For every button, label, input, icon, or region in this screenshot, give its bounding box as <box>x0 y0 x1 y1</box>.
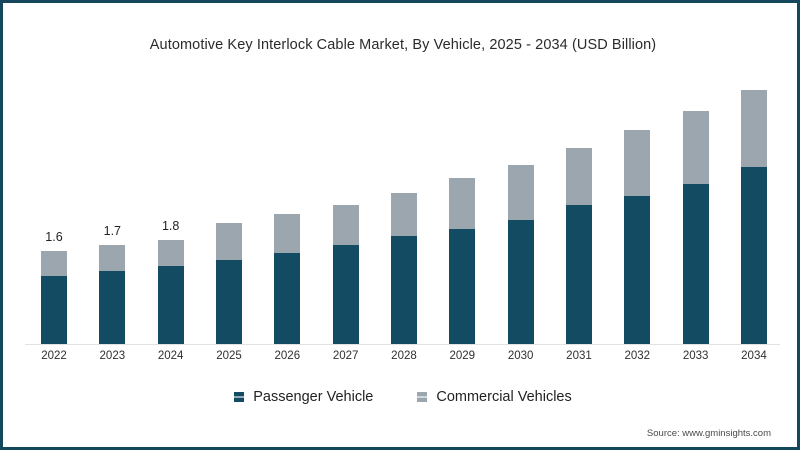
bar-segment-passenger[interactable] <box>507 219 534 344</box>
bar-stack[interactable] <box>565 147 592 344</box>
legend-swatch-icon-passenger <box>234 392 245 402</box>
bar-segment-commercial[interactable] <box>157 239 184 267</box>
x-axis-tick-2023: 2023 <box>99 350 126 362</box>
chart-legend: Passenger Vehicle Commercial Vehicles <box>3 389 797 405</box>
x-axis-tick-2029: 2029 <box>449 350 476 362</box>
bar-segment-passenger[interactable] <box>99 270 126 344</box>
x-axis-tick-2033: 2033 <box>682 350 709 362</box>
x-axis-tick-2022: 2022 <box>41 350 67 362</box>
bar-segment-commercial[interactable] <box>215 222 242 260</box>
plot-area: 1.6 2022 1.7 2023 1.8 2024 2025 2026 2027 2028 202… <box>3 3 797 447</box>
legend-item-commercial-vehicles[interactable]: Commercial Vehicles <box>417 389 572 405</box>
x-axis-tick-2031: 2031 <box>566 350 592 362</box>
x-axis-tick-2025: 2025 <box>216 350 242 362</box>
bar-segment-passenger[interactable] <box>215 259 242 344</box>
bar-stack[interactable] <box>274 213 301 344</box>
bar-stack[interactable] <box>332 204 359 344</box>
bar-segment-passenger[interactable] <box>449 229 476 344</box>
x-axis-tick-2026: 2026 <box>274 350 301 362</box>
x-axis-tick-2034: 2034 <box>741 350 767 362</box>
x-axis-tick-2028: 2028 <box>391 350 417 362</box>
bar-stack[interactable] <box>449 178 476 344</box>
x-axis-tick-2032: 2032 <box>624 350 651 362</box>
bar-value-label: 1.8 <box>161 218 180 233</box>
bar-segment-commercial[interactable] <box>507 164 534 220</box>
bar-value-label: 1.6 <box>45 230 63 245</box>
legend-item-passenger-vehicle[interactable]: Passenger Vehicle <box>234 389 373 405</box>
bar-segment-commercial[interactable] <box>740 89 767 168</box>
bar-stack[interactable] <box>41 251 67 344</box>
x-axis-tick-2027: 2027 <box>332 350 359 362</box>
bar-segment-passenger[interactable] <box>682 183 709 344</box>
bar-segment-passenger[interactable] <box>740 167 767 344</box>
bar-segment-commercial[interactable] <box>390 193 417 237</box>
bar-stack[interactable] <box>390 193 417 344</box>
source-attribution: Source: www.gminsights.com <box>646 428 771 439</box>
bar-segment-commercial[interactable] <box>565 147 592 205</box>
bar-stack[interactable] <box>624 130 651 344</box>
bar-segment-passenger[interactable] <box>41 276 67 344</box>
bar-stack[interactable] <box>215 222 242 344</box>
bar-stack[interactable] <box>99 245 126 344</box>
bar-segment-commercial[interactable] <box>449 178 476 230</box>
bar-segment-commercial[interactable] <box>274 213 301 253</box>
bar-stack[interactable] <box>157 239 184 344</box>
x-axis-tick-2024: 2024 <box>157 350 184 362</box>
bar-segment-passenger[interactable] <box>332 244 359 344</box>
legend-label-passenger: Passenger Vehicle <box>253 389 374 405</box>
bar-stack[interactable] <box>740 89 767 344</box>
legend-label-commercial: Commercial Vehicles <box>436 389 572 405</box>
bar-segment-passenger[interactable] <box>565 204 592 344</box>
bar-segment-commercial[interactable] <box>332 204 359 245</box>
bar-segment-passenger[interactable] <box>624 196 651 344</box>
bar-value-label: 1.7 <box>103 224 122 239</box>
bar-segment-commercial[interactable] <box>99 245 126 271</box>
bar-segment-commercial[interactable] <box>682 110 709 184</box>
x-axis-tick-2030: 2030 <box>507 350 534 362</box>
bar-segment-commercial[interactable] <box>624 130 651 197</box>
bar-stack[interactable] <box>682 110 709 344</box>
bar-segment-passenger[interactable] <box>390 236 417 344</box>
x-axis-line <box>25 344 780 345</box>
legend-swatch-icon-commercial <box>417 392 428 402</box>
bar-segment-passenger[interactable] <box>157 266 184 344</box>
page-title: Automotive Key Interlock Cable Market, B… <box>149 37 657 53</box>
bar-stack[interactable] <box>507 164 534 344</box>
bar-segment-commercial[interactable] <box>41 251 67 277</box>
bar-segment-passenger[interactable] <box>274 252 301 344</box>
